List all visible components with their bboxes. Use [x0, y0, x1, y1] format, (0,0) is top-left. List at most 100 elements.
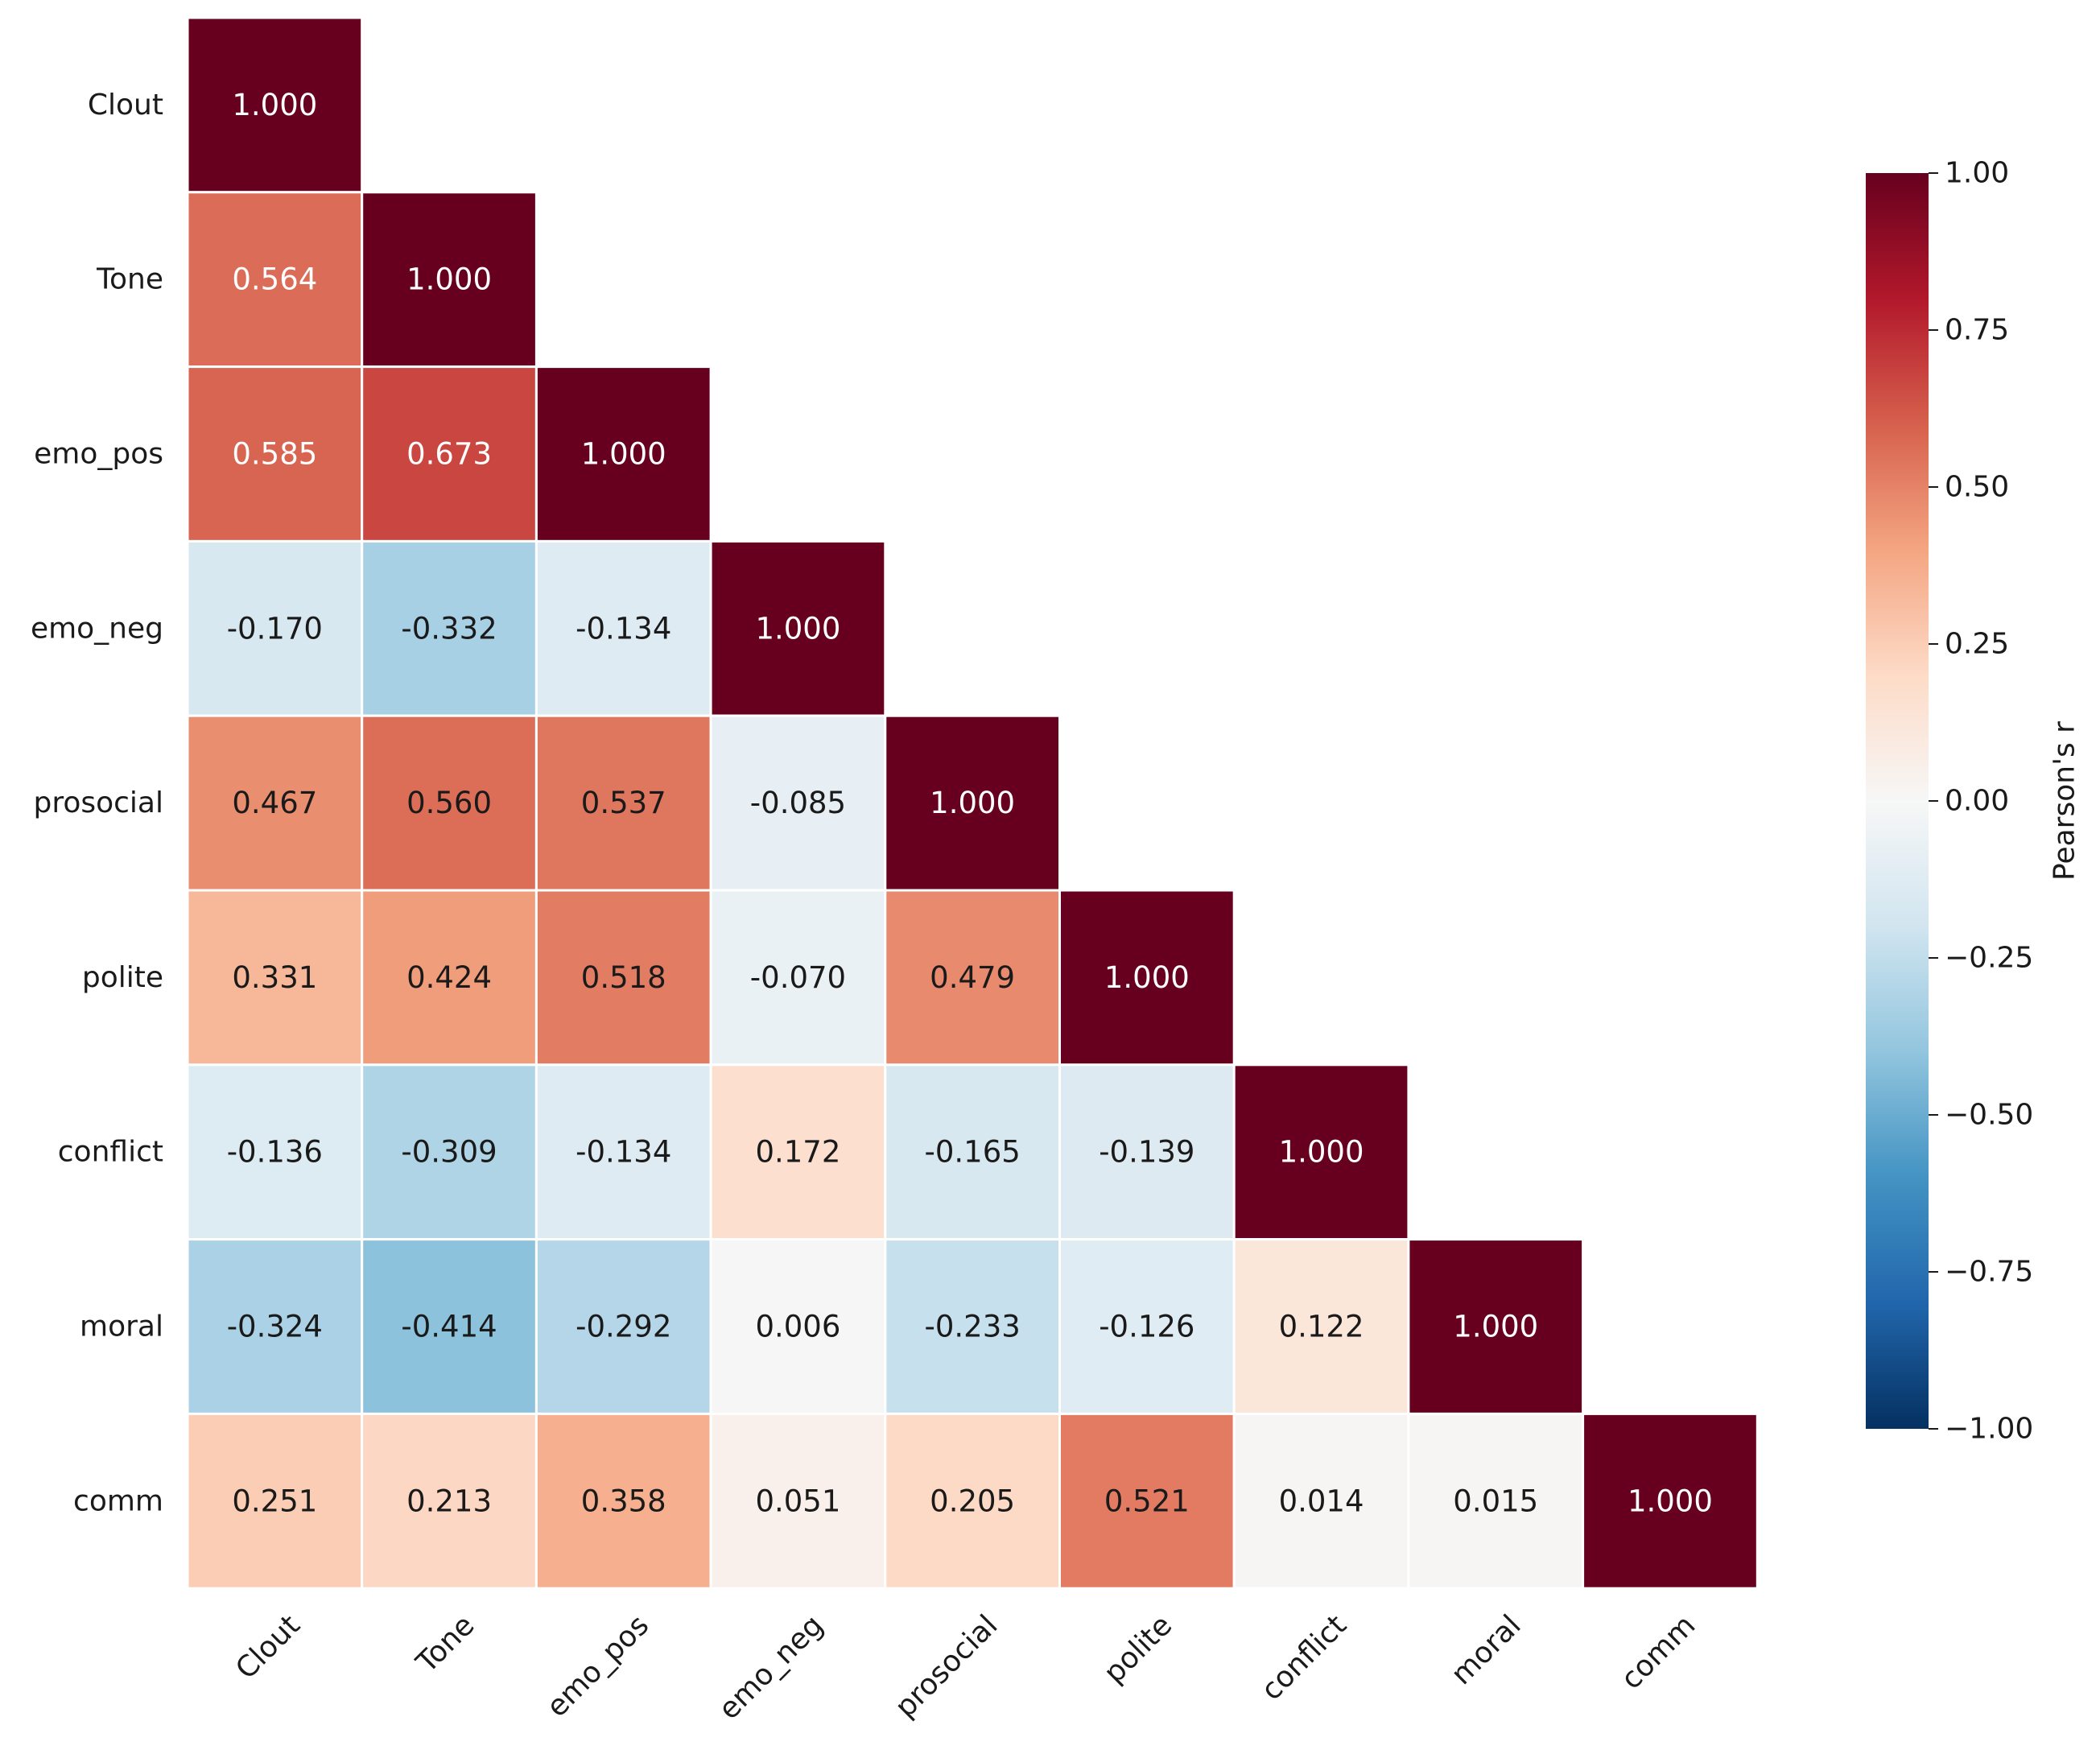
cell-value-label: 0.673 [406, 437, 492, 472]
colorbar-tick-label: 0.00 [1945, 785, 2009, 818]
cell-value-label: -0.309 [401, 1135, 497, 1170]
heatmap-cell-conflict-Tone [361, 1063, 538, 1241]
heatmap-cell-moral-Clout [186, 1238, 364, 1415]
colorbar: 1.00 0.75 0.50 0.25 0.00 −0.25 −0.50 −0.75 −1.00… [1866, 157, 2081, 1446]
heatmap-cell-comm-polite [1058, 1412, 1236, 1590]
heatmap-cell-emo_pos-Clout [186, 365, 364, 543]
cell-value-label: 0.051 [755, 1484, 840, 1518]
heatmap-cell-moral-moral [1407, 1238, 1585, 1415]
cell-value-label: 1.000 [1279, 1135, 1364, 1170]
row-label-comm: comm [73, 1484, 163, 1517]
row-label-Clout: Clout [88, 89, 163, 122]
heatmap-cell-comm-Tone [361, 1412, 538, 1590]
column-label-emo_pos: emo_pos [540, 1609, 655, 1724]
colorbar-tick-label: −0.25 [1945, 942, 2033, 975]
cell-value-label: 0.479 [930, 960, 1015, 995]
cell-value-label: -0.139 [1099, 1135, 1194, 1170]
cell-value-label: 1.000 [1104, 960, 1190, 995]
cell-value-label: -0.292 [576, 1310, 671, 1344]
cell-value-label: 1.000 [1628, 1484, 1713, 1518]
cell-value-label: 1.000 [930, 786, 1015, 820]
cell-value-label: -0.126 [1099, 1310, 1194, 1344]
heatmap-cell-comm-prosocial [884, 1412, 1062, 1590]
cell-value-label: 0.331 [232, 960, 317, 995]
row-label-Tone: Tone [96, 263, 163, 296]
cell-value-label: -0.136 [227, 1135, 323, 1170]
cell-value-label: 0.122 [1279, 1310, 1364, 1344]
cell-value-label: -0.170 [227, 611, 323, 646]
cell-value-label: 0.521 [1104, 1484, 1190, 1518]
cell-value-label: 1.000 [232, 88, 317, 122]
cell-value-label: 0.014 [1279, 1484, 1364, 1518]
heatmap-cell-comm-emo_pos [534, 1412, 712, 1590]
cell-value-label: -0.165 [925, 1135, 1021, 1170]
heatmap-cell-emo_pos-emo_pos [534, 365, 712, 543]
cell-value-label: -0.324 [227, 1310, 323, 1344]
heatmap-cell-conflict-Clout [186, 1063, 364, 1241]
column-label-comm: comm [1615, 1609, 1702, 1696]
heatmap-cell-moral-conflict [1232, 1238, 1410, 1415]
row-label-emo_pos: emo_pos [34, 438, 163, 471]
row-label-conflict: conflict [58, 1136, 163, 1169]
heatmap-cell-prosocial-Tone [361, 714, 538, 892]
cell-value-label: 0.424 [406, 960, 492, 995]
column-label-Tone: Tone [410, 1609, 481, 1680]
colorbar-tick-label: −0.50 [1945, 1099, 2033, 1132]
column-label-moral: moral [1445, 1609, 1528, 1692]
cell-value-label: 1.000 [755, 611, 840, 646]
heatmap-cell-polite-prosocial [884, 889, 1062, 1067]
row-label-polite: polite [82, 961, 163, 994]
cell-value-label: 0.015 [1453, 1484, 1538, 1518]
heatmap-cell-comm-comm [1582, 1412, 1759, 1590]
heatmap-cell-prosocial-emo_neg [709, 714, 887, 892]
heatmap-cell-prosocial-prosocial [884, 714, 1062, 892]
cell-value-label: 0.537 [581, 786, 666, 820]
cell-value-label: -0.233 [925, 1310, 1021, 1344]
column-label-conflict: conflict [1255, 1609, 1353, 1707]
heatmap-cell-conflict-emo_neg [709, 1063, 887, 1241]
heatmap-cell-polite-emo_pos [534, 889, 712, 1067]
column-labels: Clout Tone emo_pos emo_neg prosocial polite co… [229, 1609, 1702, 1727]
colorbar-label: Pearson's r [2048, 721, 2081, 881]
cell-value-label: 0.172 [755, 1135, 840, 1170]
colorbar-tick-label: 0.75 [1945, 314, 2009, 347]
heatmap-cell-Clout-Clout [186, 16, 364, 194]
heatmap-cell-polite-emo_neg [709, 889, 887, 1067]
colorbar-tick-label: 1.00 [1945, 157, 2009, 190]
colorbar-gradient [1866, 173, 1929, 1429]
cell-value-label: 0.467 [232, 786, 317, 820]
cell-value-label: 1.000 [406, 262, 492, 297]
cell-value-label: 0.564 [232, 262, 317, 297]
cell-value-label: 0.213 [406, 1484, 492, 1518]
heatmap-cell-comm-emo_neg [709, 1412, 887, 1590]
heatmap-cell-emo_neg-Tone [361, 539, 538, 717]
heatmap-cells: 1.000 0.564 1.000 0.585 0.673 1.000 -0.170 -0.3… [186, 16, 1759, 1590]
row-label-emo_neg: emo_neg [31, 612, 163, 645]
heatmap-cell-comm-conflict [1232, 1412, 1410, 1590]
colorbar-tick-label: −1.00 [1945, 1413, 2033, 1446]
cell-value-label: -0.134 [576, 611, 671, 646]
column-label-prosocial: prosocial [889, 1609, 1004, 1724]
heatmap-cell-Tone-Clout [186, 191, 364, 369]
cell-value-label: -0.414 [401, 1310, 497, 1344]
heatmap-cell-polite-Tone [361, 889, 538, 1067]
cell-value-label: -0.070 [750, 960, 846, 995]
cell-value-label: 0.006 [755, 1310, 840, 1344]
column-label-Clout: Clout [229, 1609, 307, 1686]
cell-value-label: -0.134 [576, 1135, 671, 1170]
heatmap-cell-conflict-polite [1058, 1063, 1236, 1241]
row-label-prosocial: prosocial [33, 786, 163, 819]
heatmap-cell-polite-Clout [186, 889, 364, 1067]
heatmap-cell-polite-polite [1058, 889, 1236, 1067]
heatmap-cell-conflict-conflict [1232, 1063, 1410, 1241]
heatmap-cell-Tone-Tone [361, 191, 538, 369]
colorbar-tick-label: 0.25 [1945, 628, 2009, 661]
cell-value-label: -0.085 [750, 786, 846, 820]
cell-value-label: -0.332 [401, 611, 497, 646]
colorbar-tick-label: −0.75 [1945, 1256, 2033, 1289]
cell-value-label: 1.000 [1453, 1310, 1538, 1344]
row-labels: Clout Tone emo_pos emo_neg prosocial polite co… [31, 89, 163, 1517]
heatmap-cell-emo_neg-emo_neg [709, 539, 887, 717]
cell-value-label: 1.000 [581, 437, 666, 472]
